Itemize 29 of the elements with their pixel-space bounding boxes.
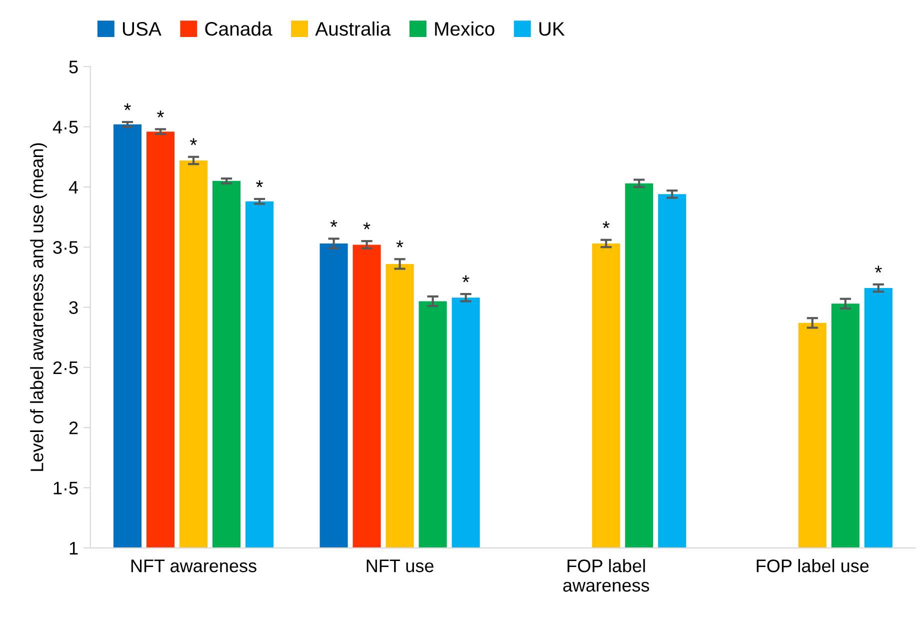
y-tick-label: 1·5 xyxy=(54,482,78,494)
y-axis-title: Level of label awareness and use (mean) xyxy=(30,143,47,471)
legend-label: Australia xyxy=(315,21,391,36)
data-label: * xyxy=(124,103,131,110)
legend-label: UK xyxy=(539,22,565,36)
data-label: * xyxy=(157,110,164,118)
data-label: * xyxy=(330,220,338,227)
data-label: * xyxy=(396,240,404,248)
legend-label: Canada xyxy=(205,21,272,36)
x-tick-label: NFT awareness xyxy=(131,560,256,572)
legend-label: USA xyxy=(122,22,162,36)
data-label: * xyxy=(190,138,197,146)
y-tick-label: 3 xyxy=(69,301,78,314)
x-tick-label: FOP label use xyxy=(756,559,869,572)
x-tick-label: FOP label awareness xyxy=(563,559,650,592)
y-tick-label: 2 xyxy=(69,422,78,434)
data-label: * xyxy=(462,275,470,282)
x-tick-label: NFT use xyxy=(366,560,434,572)
y-tick-label: 2·5 xyxy=(53,361,78,374)
data-label: * xyxy=(602,221,610,228)
y-tick-label: 3·5 xyxy=(53,241,78,254)
data-label: * xyxy=(874,266,882,273)
y-tick-label: 4 xyxy=(68,181,78,194)
legend-label: Mexico xyxy=(435,21,494,36)
y-tick-label: 1 xyxy=(70,542,78,554)
data-label: * xyxy=(363,222,370,230)
y-tick-label: 5 xyxy=(69,60,78,74)
data-label: * xyxy=(256,180,263,188)
y-tick-label: 4·5 xyxy=(52,120,78,134)
